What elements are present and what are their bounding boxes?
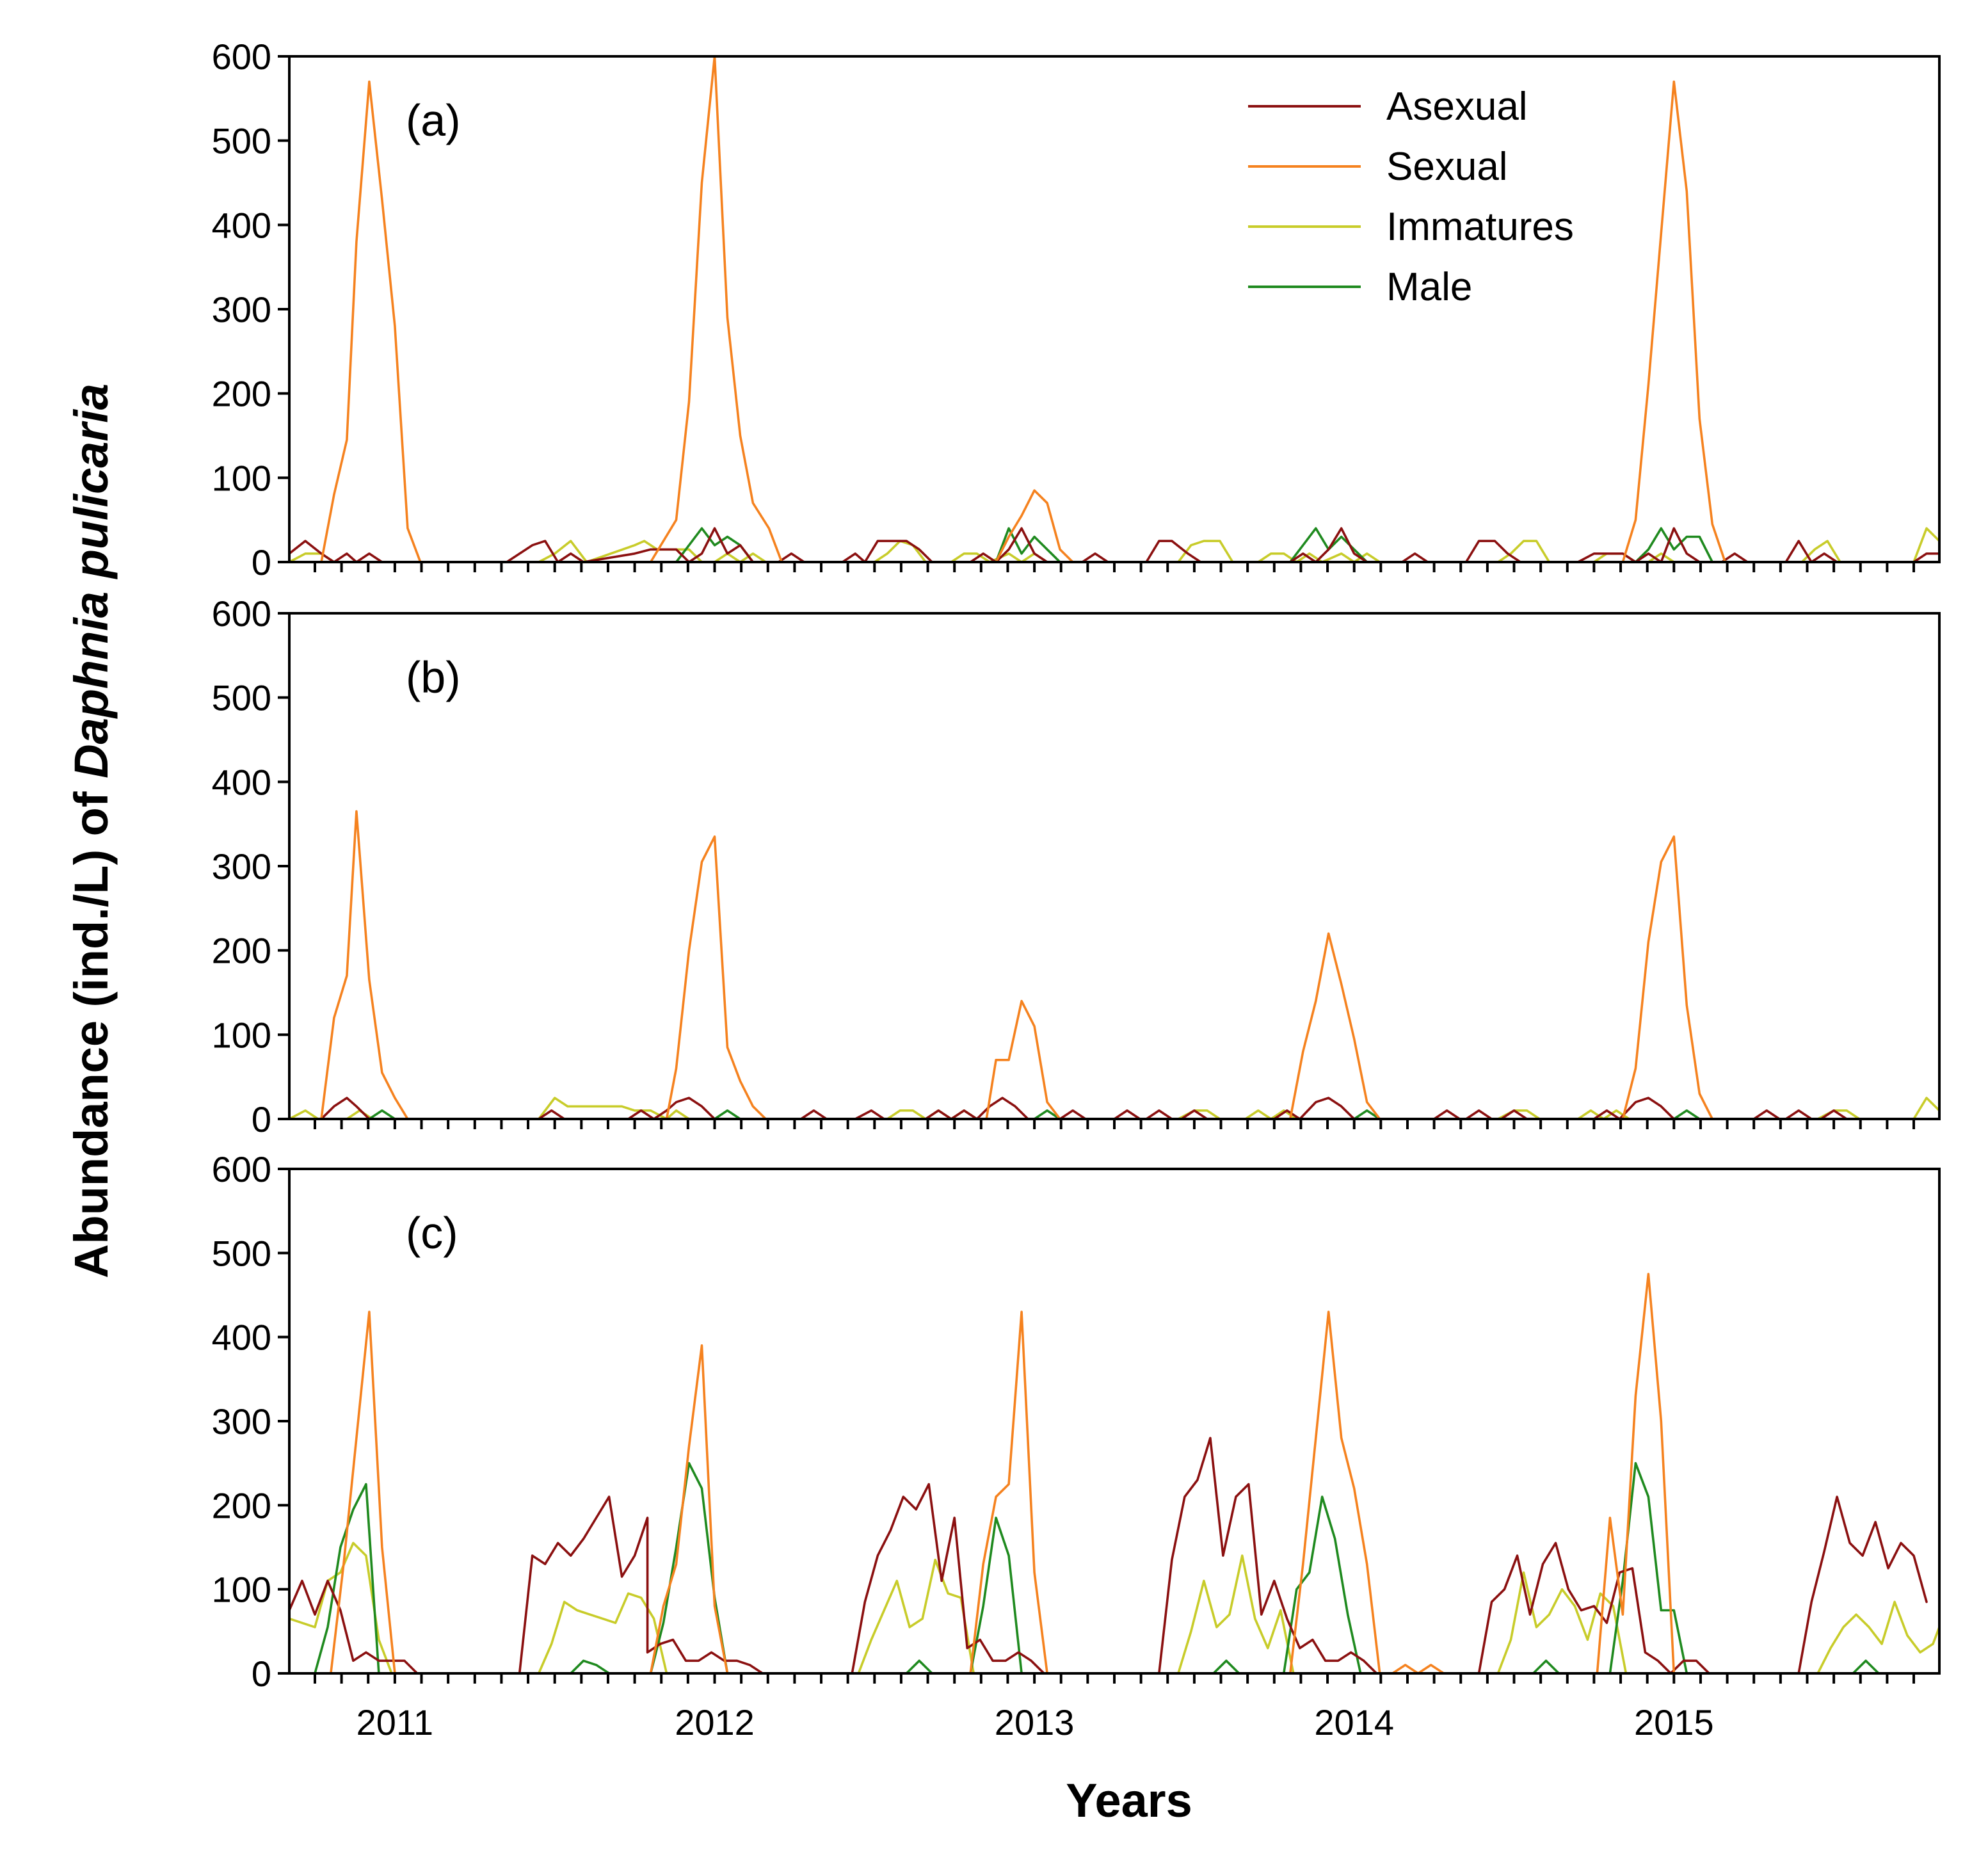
y-tick-label: 100	[212, 458, 271, 498]
x-tick-label: 2013	[995, 1702, 1075, 1742]
panel-label: (a)	[406, 95, 461, 145]
y-tick-label: 600	[212, 593, 271, 634]
x-axis-title: Years	[1066, 1774, 1192, 1827]
y-tick-label: 500	[212, 121, 271, 161]
y-tick-label: 0	[252, 1654, 271, 1694]
series-line-sexual	[288, 810, 1941, 1120]
y-tick-label: 400	[212, 1317, 271, 1358]
x-tick-label: 2012	[675, 1702, 755, 1742]
panel-b: 0 100 200 300 400 500 600 (b)	[212, 593, 1941, 1139]
y-tick-label: 300	[212, 289, 271, 330]
panel-a: 0 100 200 300 400 500 600 (a)	[212, 36, 1941, 583]
plot-frame	[288, 612, 1941, 1120]
legend-label-male: Male	[1386, 265, 1472, 309]
y-axis-title: Abundance (ind./L) of Daphnia pulicaria	[65, 383, 118, 1278]
y-tick-label: 100	[212, 1570, 271, 1610]
y-tick-label: 400	[212, 205, 271, 245]
series-line-sexual	[288, 55, 1941, 563]
y-tick-label: 600	[212, 36, 271, 77]
y-axis-title-prefix: Abundance (ind./L) of	[65, 778, 118, 1278]
plot-frame	[288, 55, 1941, 563]
y-tick-label: 0	[252, 542, 271, 583]
y-tick-label: 300	[212, 1401, 271, 1442]
legend-label-sexual: Sexual	[1386, 145, 1508, 189]
y-axis-title-species: Daphnia pulicaria	[65, 383, 118, 778]
x-tick-label: 2015	[1634, 1702, 1714, 1742]
y-tick-label: 200	[212, 374, 271, 414]
y-tick-label: 500	[212, 678, 271, 718]
y-tick-label: 300	[212, 846, 271, 887]
panel-c: 0 100 200 300 400 500 600 (c)	[212, 1149, 1941, 1694]
series-line-male	[288, 1109, 1941, 1120]
legend-label-immatures: Immatures	[1386, 205, 1574, 249]
panel-label: (b)	[406, 652, 461, 702]
series-line-male	[288, 1461, 1941, 1675]
legend-label-asexual: Asexual	[1386, 84, 1528, 129]
plot-frame	[288, 1168, 1941, 1675]
y-tick-label: 400	[212, 762, 271, 802]
x-tick-label: 2011	[357, 1702, 433, 1742]
legend: Asexual Sexual Immatures Male	[1248, 84, 1574, 309]
y-tick-label: 200	[212, 1485, 271, 1525]
y-tick-label: 0	[252, 1099, 271, 1139]
y-tick-label: 500	[212, 1233, 271, 1273]
y-tick-label: 100	[212, 1015, 271, 1055]
panel-label: (c)	[406, 1208, 458, 1258]
series-line-asexual	[288, 527, 1941, 563]
y-tick-label: 600	[212, 1149, 271, 1189]
y-tick-label: 200	[212, 931, 271, 971]
x-tick-label: 2014	[1314, 1702, 1394, 1742]
